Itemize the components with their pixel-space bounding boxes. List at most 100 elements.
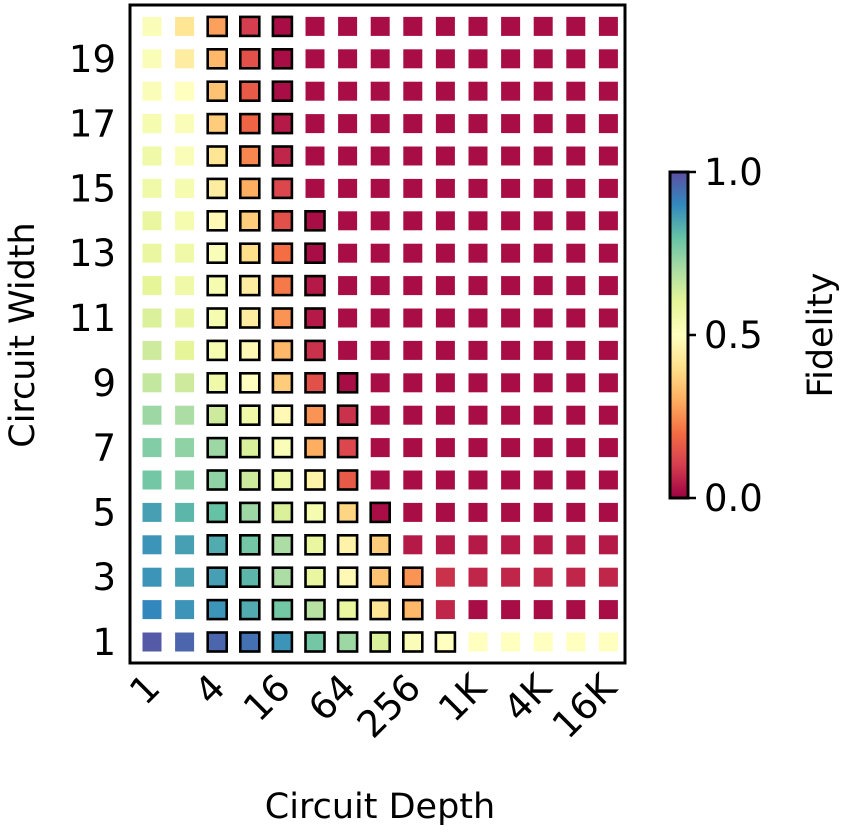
heatmap-cell	[271, 533, 294, 556]
heatmap-cell	[533, 178, 553, 198]
heatmap-cell	[566, 535, 586, 555]
heatmap-cell	[338, 49, 358, 69]
heatmap-cell	[435, 211, 455, 231]
heatmap-cell	[206, 501, 228, 524]
heatmap-cell	[468, 373, 488, 393]
heatmap-cell	[271, 469, 294, 491]
heatmap-cell	[533, 535, 553, 555]
heatmap-cell	[468, 81, 488, 101]
heatmap-cell	[206, 598, 228, 621]
heatmap-cell	[501, 600, 521, 620]
heatmap-cell	[370, 114, 390, 134]
heatmap-cell	[533, 146, 553, 166]
heatmap-cell	[403, 276, 423, 296]
heatmap-cell	[142, 178, 162, 198]
heatmap-cell	[338, 81, 358, 101]
heatmap-cell	[305, 114, 325, 134]
heatmap-cell	[206, 177, 228, 200]
heatmap-cell	[533, 16, 553, 36]
heatmap-cell	[239, 469, 261, 491]
colorbar-title: Fidelity	[801, 273, 841, 398]
heatmap-cell	[598, 308, 618, 328]
heatmap-cell	[175, 405, 195, 425]
heatmap-cell	[304, 598, 326, 621]
heatmap-cell	[566, 16, 586, 36]
heatmap-cell	[142, 340, 162, 360]
heatmap-cell	[370, 243, 390, 263]
heatmap-cell	[533, 276, 553, 296]
heatmap-cell	[271, 47, 294, 70]
heatmap-cell	[271, 631, 294, 653]
heatmap-cell	[369, 631, 392, 653]
heatmap-cell	[468, 470, 488, 490]
heatmap-cell	[598, 49, 618, 69]
heatmap-cell	[271, 242, 294, 264]
heatmap-cell	[435, 535, 455, 555]
heatmap-cell	[370, 405, 390, 425]
heatmap-cell	[533, 340, 553, 360]
heatmap-cell	[206, 112, 228, 135]
heatmap-cell	[175, 632, 195, 652]
heatmap-cell	[598, 405, 618, 425]
heatmap-cell	[239, 210, 261, 232]
heatmap-cell	[142, 405, 162, 425]
heatmap-cell	[142, 567, 162, 587]
heatmap-cell	[468, 16, 488, 36]
heatmap-cell	[435, 243, 455, 263]
heatmap-cell	[336, 371, 359, 394]
heatmap-cell	[501, 438, 521, 458]
heatmap-cell	[468, 49, 488, 69]
heatmap-cell	[501, 405, 521, 425]
heatmap-cell	[239, 339, 261, 362]
x-axis-title: Circuit Depth	[265, 787, 495, 827]
heatmap-cell	[566, 600, 586, 620]
heatmap-cell	[403, 405, 423, 425]
heatmap-cell	[501, 632, 521, 652]
heatmap-cell	[403, 81, 423, 101]
heatmap-cell	[206, 15, 228, 38]
heatmap-cell	[533, 308, 553, 328]
heatmap-cell	[533, 405, 553, 425]
heatmap-cell	[206, 242, 228, 264]
heatmap-cell	[206, 436, 228, 459]
heatmap-cell	[142, 243, 162, 263]
y-tick-label: 7	[92, 427, 116, 470]
heatmap-cell	[435, 16, 455, 36]
heatmap-cell	[370, 373, 390, 393]
heatmap-cell	[175, 49, 195, 69]
heatmap-cell	[239, 404, 261, 427]
heatmap-cell	[403, 49, 423, 69]
heatmap-cell	[501, 340, 521, 360]
heatmap-cell	[271, 566, 294, 589]
heatmap-cell	[338, 308, 358, 328]
heatmap-cell	[468, 308, 488, 328]
x-tick-label: 1K	[430, 665, 495, 730]
heatmap-cell	[206, 339, 228, 362]
heatmap-cell	[468, 178, 488, 198]
heatmap-cell	[206, 210, 228, 232]
heatmap-cell	[142, 49, 162, 69]
heatmap-cell	[271, 339, 294, 362]
heatmap-cell	[304, 307, 326, 329]
heatmap-cell	[468, 340, 488, 360]
heatmap-cell	[435, 600, 455, 620]
heatmap-cell	[435, 146, 455, 166]
heatmap-cell	[206, 145, 228, 167]
heatmap-cell	[304, 566, 326, 589]
heatmap-cell	[533, 81, 553, 101]
heatmap-cell	[305, 16, 325, 36]
heatmap-cell	[239, 631, 261, 653]
heatmap-cell	[271, 274, 294, 297]
heatmap-cell	[239, 112, 261, 135]
heatmap-cell	[403, 243, 423, 263]
heatmap-cell	[598, 146, 618, 166]
heatmap-cell	[175, 178, 195, 198]
heatmap-cell	[175, 535, 195, 555]
heatmap-cell	[338, 243, 358, 263]
x-tick-label: 16K	[544, 665, 626, 747]
heatmap-cell	[598, 276, 618, 296]
heatmap-cell	[338, 114, 358, 134]
heatmap-cell	[435, 470, 455, 490]
heatmap-cell	[142, 211, 162, 231]
